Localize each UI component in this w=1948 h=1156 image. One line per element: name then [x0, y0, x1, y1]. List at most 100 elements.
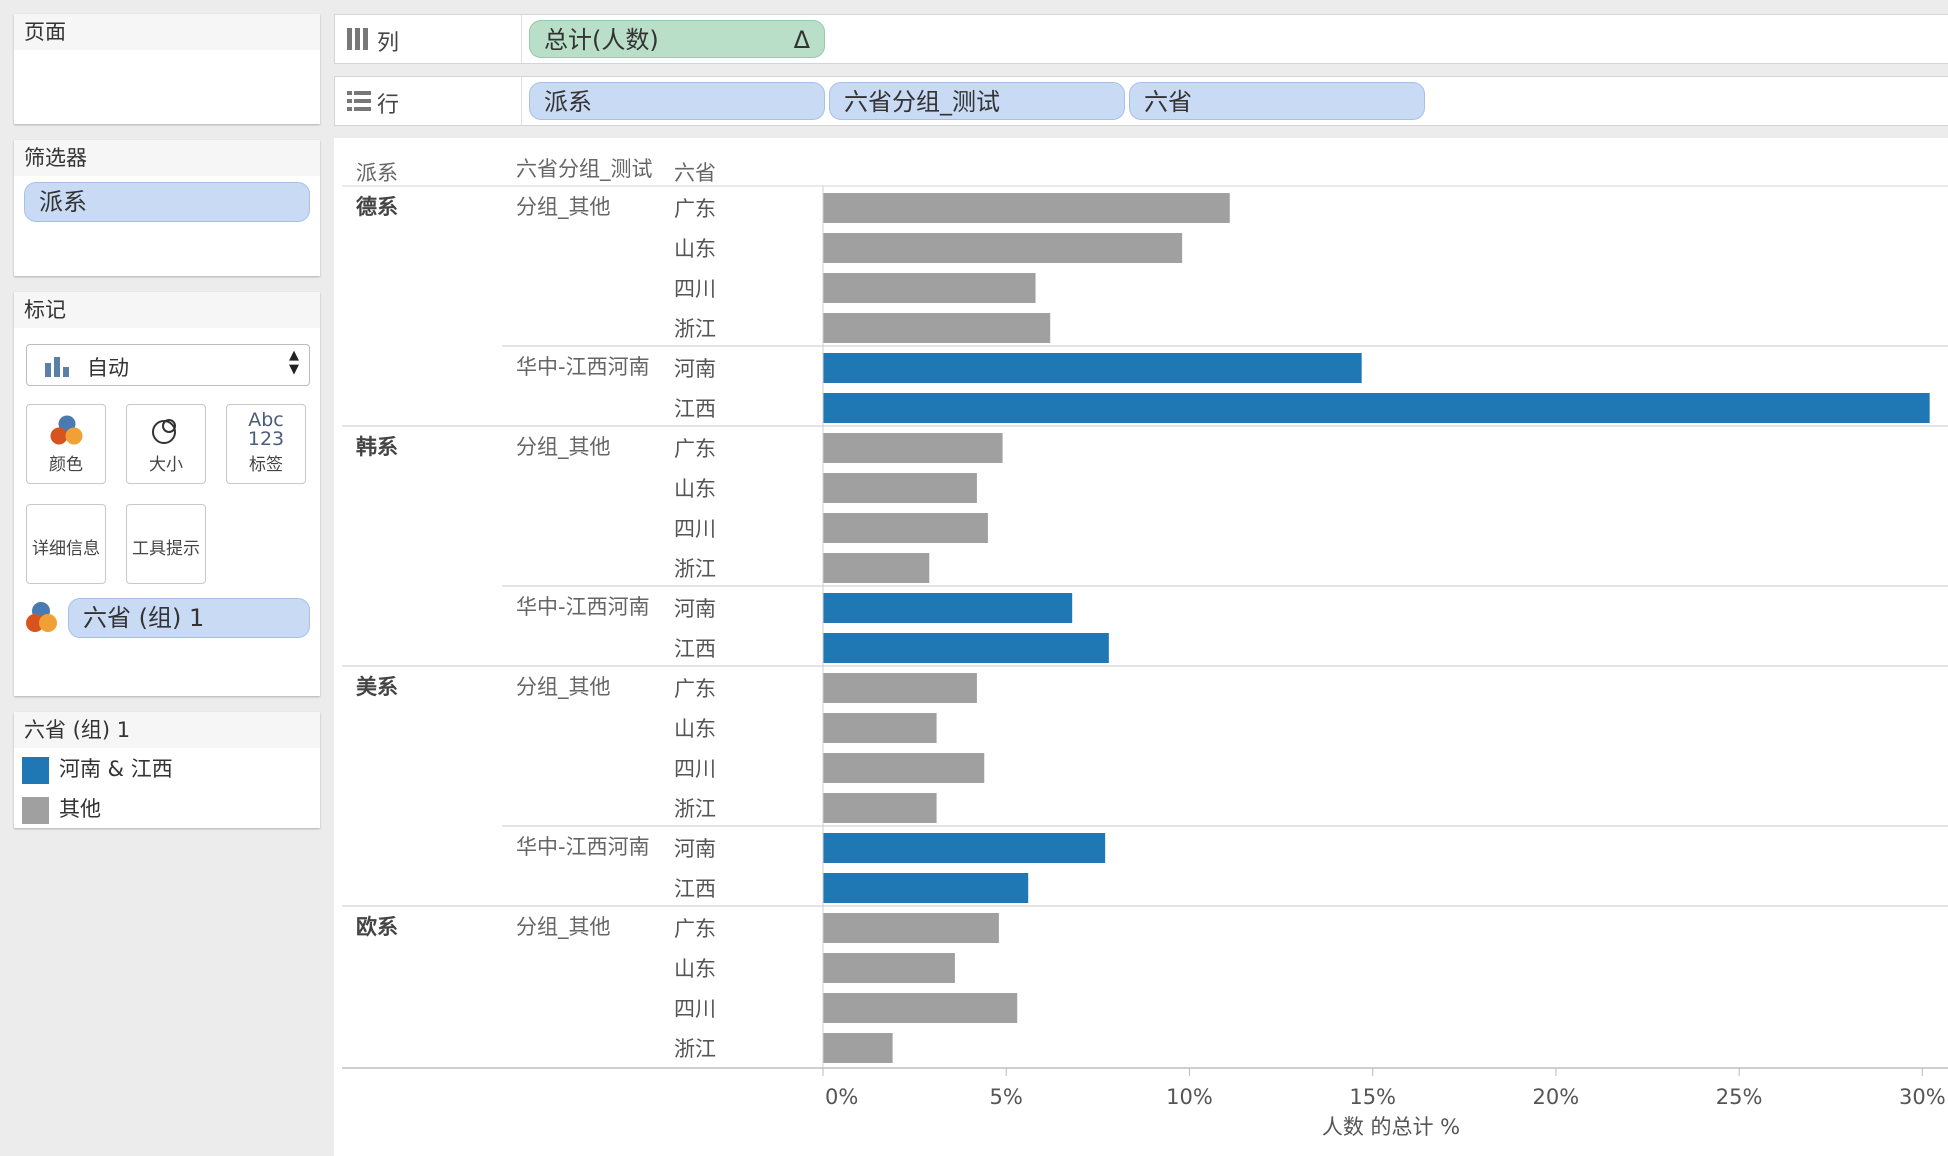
province-label: 浙江	[674, 797, 716, 821]
axis-tick-label: 20%	[1533, 1085, 1580, 1109]
bar	[823, 233, 1183, 263]
label-abc-icon: Abc 123	[227, 411, 305, 449]
province-label: 山东	[674, 957, 716, 981]
size-circles-icon	[152, 419, 176, 444]
legend-item-other[interactable]: 其他	[22, 794, 101, 824]
color-field-pill[interactable]: 六省 (组) 1	[68, 598, 310, 638]
pages-card: 页面	[14, 14, 320, 124]
province-label: 四川	[674, 757, 716, 781]
group-label: 华中-江西河南	[516, 595, 650, 619]
province-label: 河南	[674, 837, 716, 861]
bar	[823, 953, 955, 983]
axis-tick-label: 30%	[1899, 1085, 1946, 1109]
bar	[823, 873, 1029, 903]
header-province: 六省	[674, 161, 716, 185]
filters-card: 筛选器 派系	[14, 140, 320, 276]
legend-card: 六省 (组) 1 河南 & 江西 其他	[14, 712, 320, 828]
bar	[823, 513, 988, 543]
color-circles-icon	[50, 415, 83, 445]
group-label: 分组_其他	[516, 195, 611, 220]
bar	[823, 393, 1930, 423]
legend-label: 其他	[59, 797, 101, 821]
legend-label: 河南 & 江西	[59, 757, 173, 781]
province-label: 河南	[674, 357, 716, 381]
bar	[823, 473, 977, 503]
label-button-label: 标签	[249, 455, 283, 475]
color-button-label: 颜色	[49, 455, 83, 475]
faction-label: 韩系	[356, 435, 398, 459]
rows-icon	[347, 91, 371, 111]
mark-type-select[interactable]: 自动 ▲ ▼	[26, 344, 310, 386]
bar	[823, 993, 1018, 1023]
province-label: 山东	[674, 717, 716, 741]
rows-shelf: 行 派系 六省分组_测试 六省	[334, 76, 1948, 126]
bar	[823, 1033, 893, 1063]
province-label: 浙江	[674, 557, 716, 581]
bar-chart-icon	[45, 357, 69, 377]
size-button[interactable]: 大小	[126, 404, 206, 484]
size-button-label: 大小	[149, 455, 183, 475]
mark-type-label: 自动	[87, 356, 129, 380]
province-label: 广东	[674, 437, 716, 461]
group-label: 华中-江西河南	[516, 355, 650, 379]
bar	[823, 633, 1109, 663]
label-icon-text: Abc	[248, 409, 284, 431]
legend-item-highlight[interactable]: 河南 & 江西	[22, 754, 173, 784]
bar	[823, 673, 977, 703]
legend-swatch	[22, 796, 49, 824]
province-label: 浙江	[674, 1037, 716, 1061]
marks-title: 标记	[14, 292, 320, 328]
columns-pill-label: 总计(人数)	[544, 26, 659, 54]
filter-pill-faction[interactable]: 派系	[24, 182, 310, 222]
pages-title: 页面	[14, 14, 320, 50]
rows-pill-faction[interactable]: 派系	[529, 82, 825, 120]
bar	[823, 433, 1003, 463]
province-label: 四川	[674, 997, 716, 1021]
select-arrows-icon: ▲ ▼	[289, 348, 299, 377]
bar	[823, 353, 1362, 383]
columns-shelf: 列 总计(人数) Δ	[334, 14, 1948, 64]
bar	[823, 193, 1230, 223]
tooltip-button-label: 工具提示	[132, 539, 200, 559]
province-label: 山东	[674, 237, 716, 261]
axis-tick-label: 5%	[990, 1085, 1023, 1109]
axis-tick-label: 15%	[1349, 1085, 1396, 1109]
faction-label: 德系	[356, 195, 398, 219]
province-label: 江西	[674, 877, 716, 901]
columns-icon	[347, 28, 368, 50]
province-label: 山东	[674, 477, 716, 501]
province-label: 河南	[674, 597, 716, 621]
label-icon-num: 123	[247, 428, 285, 450]
rows-pill-province[interactable]: 六省	[1129, 82, 1425, 120]
group-label: 分组_其他	[516, 435, 611, 460]
legend-title: 六省 (组) 1	[14, 712, 320, 748]
group-label: 华中-江西河南	[516, 835, 650, 859]
marks-card: 标记 自动 ▲ ▼ 颜色 大小 Abc 123 标签 详细信息	[14, 292, 320, 696]
header-faction: 派系	[356, 161, 398, 185]
faction-label: 美系	[356, 675, 398, 699]
province-label: 四川	[674, 277, 716, 301]
group-label: 分组_其他	[516, 915, 611, 940]
label-button[interactable]: Abc 123 标签	[226, 404, 306, 484]
province-label: 广东	[674, 197, 716, 221]
shelf-divider	[521, 77, 522, 125]
axis-tick-label: 25%	[1716, 1085, 1763, 1109]
axis-tick-label: 10%	[1166, 1085, 1213, 1109]
bar	[823, 753, 985, 783]
rows-shelf-label: 行	[377, 93, 400, 118]
color-field-icon	[26, 602, 57, 632]
shelf-divider	[521, 15, 522, 63]
color-button[interactable]: 颜色	[26, 404, 106, 484]
columns-pill-total[interactable]: 总计(人数) Δ	[529, 20, 825, 58]
rows-pill-group[interactable]: 六省分组_测试	[829, 82, 1125, 120]
detail-button[interactable]: 详细信息	[26, 504, 106, 584]
delta-icon: Δ	[793, 26, 810, 54]
bar	[823, 793, 937, 823]
view-area: 派系 六省分组_测试 六省 分组_其他 广东 山东 四川 浙江 华中-江西河南 河南 江西 德系 分组_…	[334, 138, 1948, 1156]
province-label: 浙江	[674, 317, 716, 341]
province-label: 江西	[674, 397, 716, 421]
province-label: 广东	[674, 677, 716, 701]
tooltip-button[interactable]: 工具提示	[126, 504, 206, 584]
detail-button-label: 详细信息	[32, 539, 100, 559]
